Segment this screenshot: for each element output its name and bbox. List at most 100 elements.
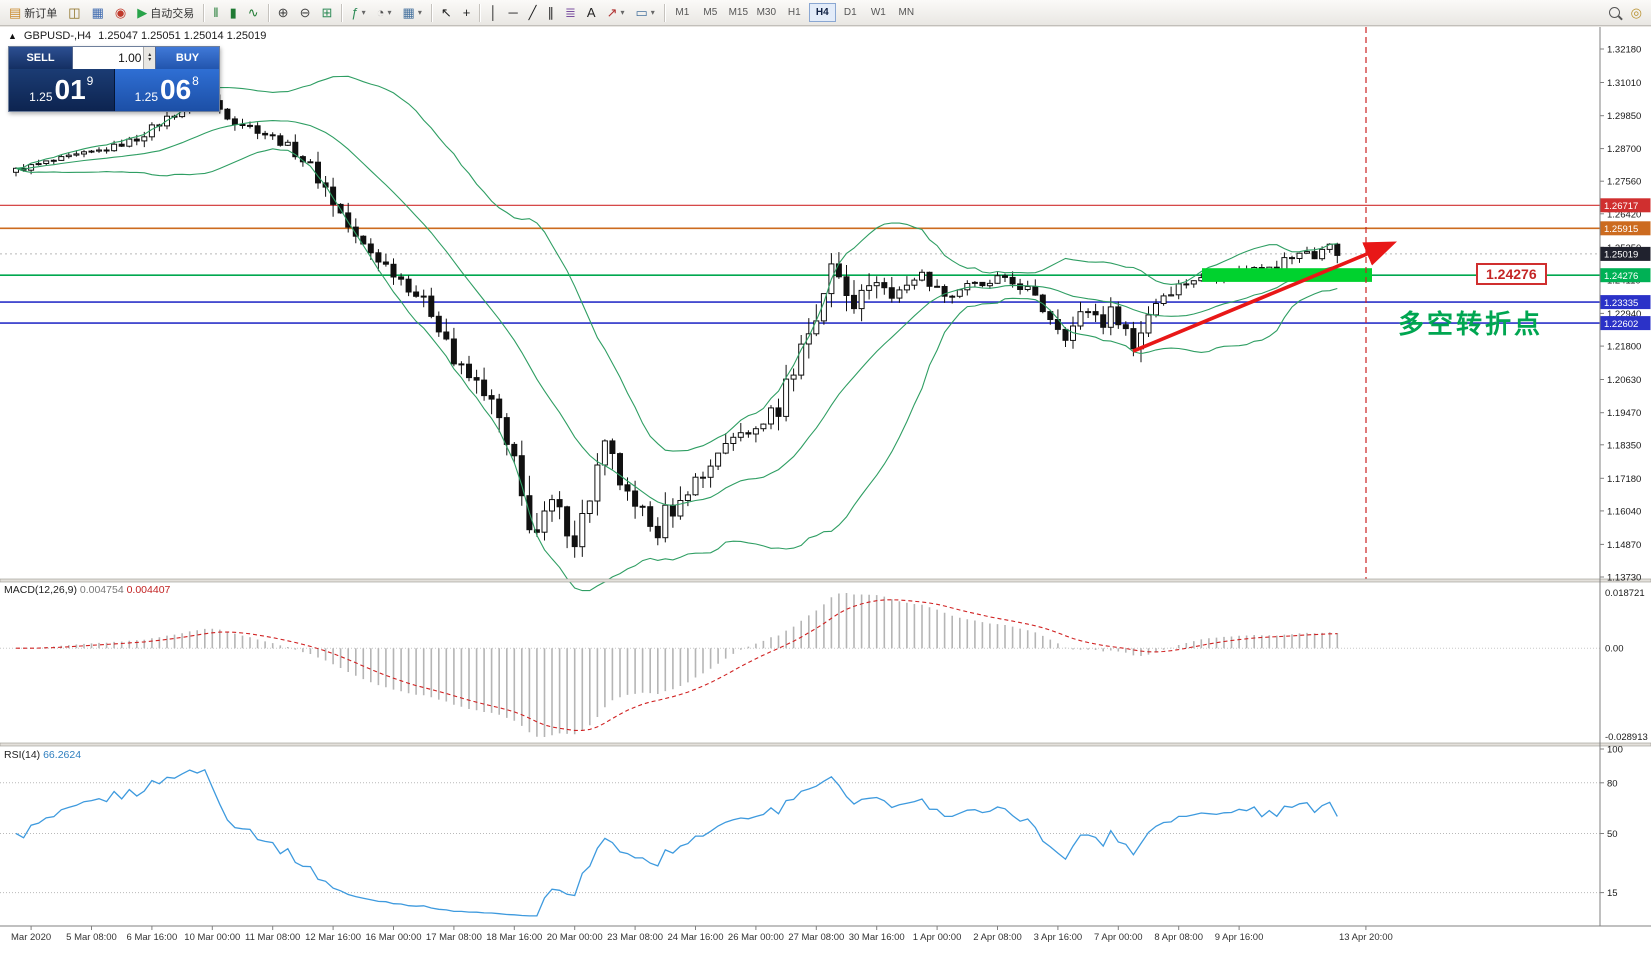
- svg-text:1.24276: 1.24276: [1604, 271, 1638, 282]
- svg-text:17 Mar 08:00: 17 Mar 08:00: [426, 932, 482, 943]
- new-order-button[interactable]: ▤ 新订单: [4, 3, 62, 23]
- vertical-line-icon[interactable]: │: [484, 3, 502, 23]
- svg-text:1.28700: 1.28700: [1607, 144, 1641, 155]
- svg-text:6 Mar 16:00: 6 Mar 16:00: [127, 932, 178, 943]
- price-tag-1.24276: 1.24276: [1600, 268, 1651, 283]
- toolbar-separator: [203, 3, 205, 22]
- equidistant-channel-icon[interactable]: ∥: [543, 3, 560, 23]
- svg-text:100: 100: [1607, 745, 1623, 756]
- timeframe-m30-button[interactable]: M30: [753, 3, 780, 22]
- fibonacci-icon[interactable]: ≣: [560, 3, 581, 23]
- volume-input[interactable]: [73, 47, 144, 69]
- crosshair-icon[interactable]: +: [458, 3, 476, 23]
- svg-text:0.00: 0.00: [1605, 644, 1624, 655]
- svg-text:15: 15: [1607, 888, 1618, 899]
- macd-pane[interactable]: MACD(12,26,9) 0.004754 0.004407: [0, 584, 1600, 737]
- sell-button[interactable]: SELL: [9, 47, 73, 69]
- search-icon[interactable]: [1604, 3, 1625, 23]
- macd-pane-separator[interactable]: [0, 578, 1651, 583]
- timeframe-h4-button[interactable]: H4: [808, 3, 836, 22]
- toolbar-separator: [479, 3, 481, 22]
- buy-price-big: 06: [160, 74, 192, 105]
- highlight-zone[interactable]: [1202, 268, 1372, 282]
- crosshair-icon-glyph: +: [462, 5, 471, 20]
- fibonacci-icon-glyph: ≣: [565, 5, 576, 20]
- toolbar-separator: [267, 3, 269, 22]
- price-callout[interactable]: 1.24276: [1476, 263, 1547, 285]
- main-price-pane[interactable]: [0, 27, 1600, 592]
- quick-trade-toggle-icon[interactable]: ▲: [8, 31, 17, 41]
- periods-icon[interactable]: ◔ ▾: [372, 3, 397, 23]
- chart-title: ▲ GBPUSD-,H4 1.25047 1.25051 1.25014 1.2…: [8, 30, 266, 42]
- horizontal-line-icon[interactable]: ─: [503, 3, 522, 23]
- timeframe-h1-button[interactable]: H1: [781, 3, 808, 22]
- trend-arrow[interactable]: [1132, 241, 1397, 353]
- svg-text:1.31010: 1.31010: [1607, 78, 1641, 89]
- timeframe-m1-button[interactable]: M1: [669, 3, 696, 22]
- profiles-icon[interactable]: ▦: [87, 3, 109, 23]
- indicators-icon[interactable]: ƒ ▾: [346, 3, 370, 23]
- svg-text:0.018721: 0.018721: [1605, 588, 1645, 599]
- trendline-icon[interactable]: ╱: [524, 3, 542, 23]
- svg-text:1 Apr 00:00: 1 Apr 00:00: [913, 932, 962, 943]
- main-toolbar: ▤ 新订单 ◫ ▦ ◉ ▶ 自动交易 ‖ ▮ ∿ ⊕ ⊖ ⊞ ƒ ▾ ◔ ▾ ▦ ▾ ↖ + │ ─ ╱ ∥ ≣ A ↗ ▾ ▭ ▾ M1 M5…: [0, 0, 1651, 26]
- price-axis[interactable]: 1.32180 1.31010 1.29850 1.28700 1.27560 1.264…: [1599, 27, 1651, 926]
- svg-text:1.26717: 1.26717: [1604, 201, 1638, 212]
- volume-up-icon[interactable]: ▴: [148, 52, 152, 58]
- chart-window-icon[interactable]: ◫: [63, 3, 85, 23]
- price-tag-1.26717: 1.26717: [1600, 198, 1651, 213]
- bar-chart-mode-icon[interactable]: ‖: [208, 3, 223, 23]
- buy-quote[interactable]: 1.25 06 8: [114, 69, 219, 111]
- bar-chart-mode-icon-glyph: ‖: [213, 5, 219, 20]
- chart-area[interactable]: MACD(12,26,9) 0.004754 0.004407 RSI(14) 6…: [0, 27, 1651, 953]
- svg-text:1.26420: 1.26420: [1607, 209, 1641, 220]
- sell-quote[interactable]: 1.25 01 9: [9, 69, 115, 111]
- new-order-button-label: 新订单: [24, 7, 58, 20]
- shapes-tool-icon[interactable]: ▭ ▾: [631, 3, 660, 23]
- timeframe-m5-button[interactable]: M5: [697, 3, 724, 22]
- buy-price-sup: 8: [192, 74, 199, 88]
- svg-text:30 Mar 16:00: 30 Mar 16:00: [849, 932, 905, 943]
- toolbar-separator: [341, 3, 343, 22]
- dropdown-arrow-icon: ▾: [361, 8, 366, 17]
- templates-icon-glyph: ▦: [402, 5, 415, 20]
- ohlc-values: 1.25047 1.25051 1.25014 1.25019: [98, 30, 267, 42]
- svg-text:27 Mar 08:00: 27 Mar 08:00: [788, 932, 844, 943]
- templates-icon[interactable]: ▦ ▾: [398, 3, 427, 23]
- text-label-icon[interactable]: A: [582, 3, 601, 23]
- time-axis[interactable]: Mar 2020 5 Mar 08:00 6 Mar 16:00 10 Mar 00:…: [0, 925, 1651, 943]
- rsi-pane-separator[interactable]: [0, 742, 1651, 747]
- svg-text:23 Mar 08:00: 23 Mar 08:00: [607, 932, 663, 943]
- dropdown-arrow-icon: ▾: [620, 8, 625, 17]
- zoom-out-icon-glyph: ⊖: [299, 5, 311, 20]
- community-icon[interactable]: ◎: [1626, 3, 1647, 23]
- chart-canvas[interactable]: MACD(12,26,9) 0.004754 0.004407 RSI(14) 6…: [0, 27, 1651, 953]
- annotation-text[interactable]: 多空转折点: [1398, 309, 1544, 339]
- new-order-button-glyph: ▤: [9, 5, 22, 20]
- rsi-pane[interactable]: RSI(14) 66.2624: [0, 749, 1600, 917]
- candlestick-mode-icon[interactable]: ▮: [225, 3, 242, 23]
- vertical-line-icon-glyph: │: [489, 5, 498, 20]
- timeframe-d1-button[interactable]: D1: [837, 3, 864, 22]
- buy-button[interactable]: BUY: [155, 47, 219, 69]
- volume-down-icon[interactable]: ▾: [148, 57, 152, 63]
- autotrading-button-glyph: ▶: [137, 5, 148, 20]
- autotrading-button[interactable]: ▶ 自动交易: [132, 3, 199, 23]
- cursor-icon[interactable]: ↖: [436, 3, 457, 23]
- macd-histogram: [22, 593, 1339, 737]
- market-watch-icon-glyph: ◉: [114, 5, 127, 20]
- timeframe-w1-button[interactable]: W1: [865, 3, 892, 22]
- buy-price-prefix: 1.25: [134, 90, 158, 104]
- dropdown-arrow-icon: ▾: [417, 8, 422, 17]
- market-watch-icon[interactable]: ◉: [110, 3, 131, 23]
- text-label-icon-glyph: A: [586, 5, 596, 20]
- rsi-label: RSI(14) 66.2624: [4, 749, 81, 761]
- arrows-tool-icon[interactable]: ↗ ▾: [602, 3, 630, 23]
- zoom-out-icon[interactable]: ⊖: [295, 3, 316, 23]
- line-chart-mode-icon-glyph: ∿: [247, 5, 259, 20]
- zoom-in-icon[interactable]: ⊕: [273, 3, 294, 23]
- timeframe-mn-button[interactable]: MN: [893, 3, 920, 22]
- timeframe-m15-button[interactable]: M15: [725, 3, 752, 22]
- line-chart-mode-icon[interactable]: ∿: [243, 3, 264, 23]
- tile-windows-icon[interactable]: ⊞: [316, 3, 337, 23]
